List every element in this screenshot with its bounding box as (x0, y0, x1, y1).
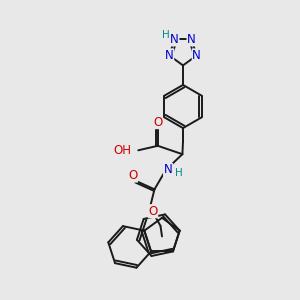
Text: H: H (175, 168, 182, 178)
Text: O: O (153, 116, 162, 129)
Text: N: N (187, 33, 196, 46)
Text: N: N (192, 49, 201, 62)
Text: N: N (164, 163, 172, 176)
Text: OH: OH (114, 144, 132, 157)
Text: N: N (165, 49, 174, 62)
Text: O: O (128, 169, 137, 182)
Text: H: H (162, 30, 170, 40)
Text: O: O (148, 205, 158, 218)
Text: N: N (170, 33, 179, 46)
